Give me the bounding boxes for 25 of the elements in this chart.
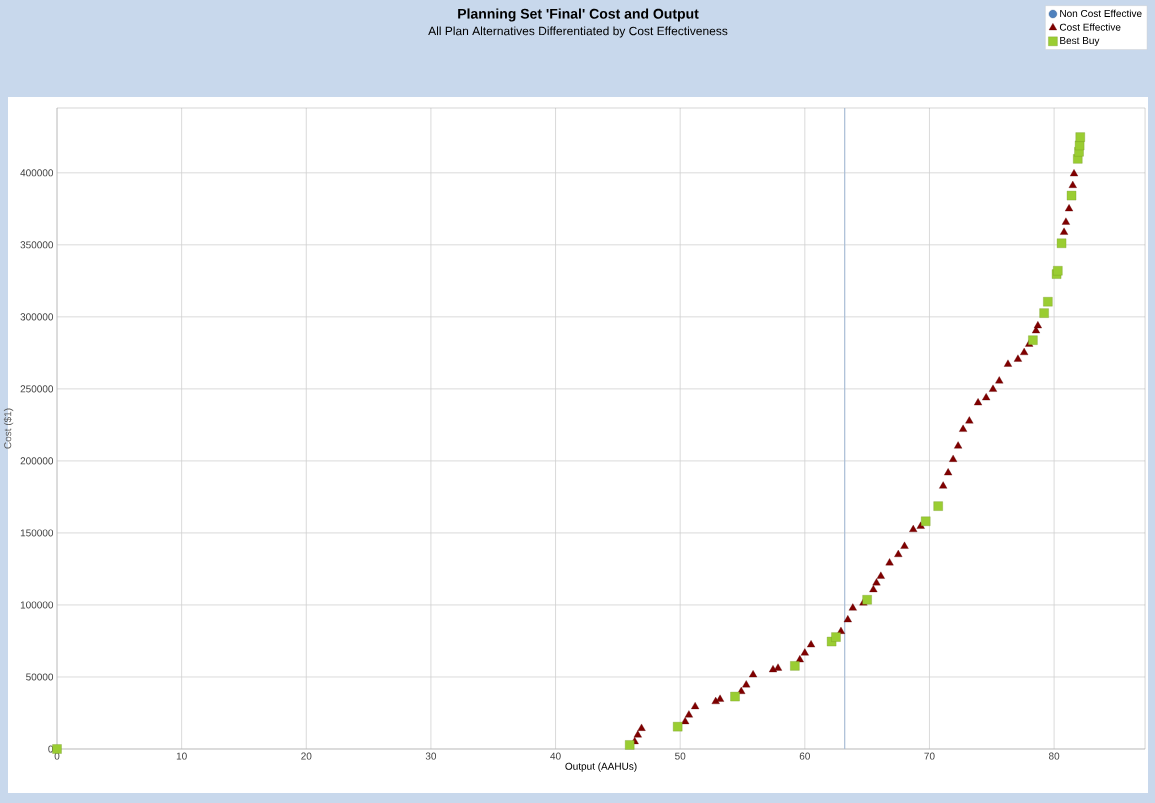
x-tick-label: 20 [301,752,312,760]
x-tick-label: 40 [550,752,561,760]
y-tick-label: 400000 [20,169,54,177]
y-tick-label: 50000 [26,673,54,681]
y-tick-label: 150000 [20,529,54,537]
x-axis-title: Output (AAHUs) [565,762,637,772]
y-tick-label: 200000 [20,457,54,465]
x-tick-label: 80 [1048,752,1060,760]
y-tick-label: 350000 [20,241,54,249]
chart-title: Planning Set 'Final' Cost and Output [458,8,699,22]
x-tick-label: 50 [675,752,686,760]
x-tick-label: 70 [924,752,935,760]
x-tick-label: 10 [176,752,187,760]
legend-label: Best Buy [1060,37,1100,47]
y-tick-label: 0 [48,745,54,753]
x-tick-label: 0 [54,752,60,760]
legend-label: Non Cost Effective [1060,9,1142,17]
y-axis-title: Cost ($1) [3,408,14,449]
x-tick-label: 30 [425,752,437,760]
legend-label: Cost Effective [1059,23,1121,31]
y-tick-label: 100000 [20,601,54,609]
chart-subtitle: All Plan Alternatives Differentiated by Cost Effectiveness [428,26,728,38]
x-tick-label: 60 [799,752,810,760]
y-tick-label: 250000 [20,385,54,393]
y-tick-label: 300000 [20,313,54,321]
